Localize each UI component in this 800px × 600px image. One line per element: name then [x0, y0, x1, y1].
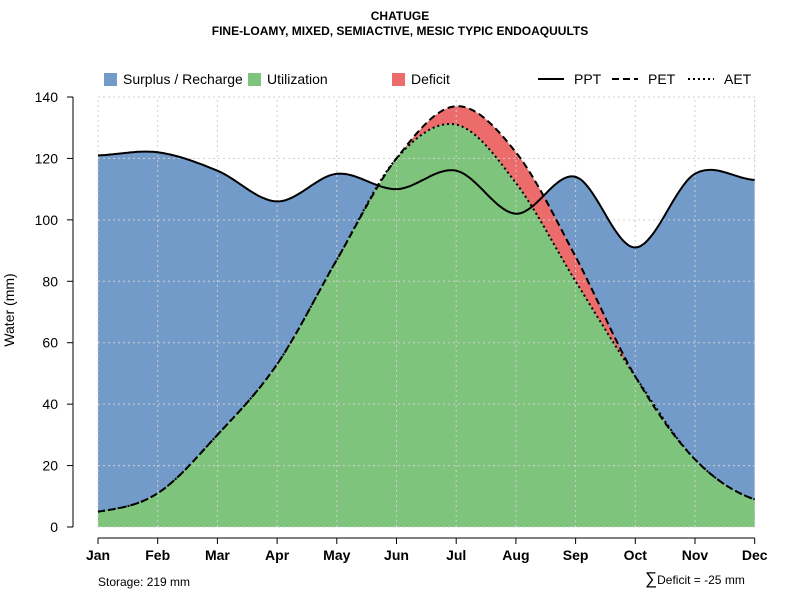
legend-swatch	[248, 73, 261, 86]
legend-swatch	[392, 73, 405, 86]
deficit-annotation: ∑Deficit = -25 mm	[645, 569, 745, 589]
background-above-ppt	[98, 97, 755, 248]
y-tick-label: 0	[50, 519, 58, 535]
y-tick-label: 60	[42, 335, 58, 351]
y-axis-label: Water (mm)	[1, 273, 17, 346]
x-tick-label: Feb	[145, 547, 170, 563]
chart-subtitle: FINE-LOAMY, MIXED, SEMIACTIVE, MESIC TYP…	[211, 24, 589, 38]
y-tick-label: 140	[35, 89, 59, 105]
x-tick-label: Nov	[682, 547, 709, 563]
x-tick-label: Jul	[446, 547, 466, 563]
x-tick-label: Jun	[384, 547, 409, 563]
legend-label: Deficit	[411, 71, 450, 87]
y-tick-label: 100	[35, 212, 59, 228]
x-tick-label: May	[323, 547, 350, 563]
legend-label: Utilization	[267, 71, 328, 87]
x-tick-label: Jan	[86, 547, 110, 563]
x-tick-label: Aug	[502, 547, 529, 563]
series-line-aet	[97, 123, 756, 513]
x-tick-label: Apr	[265, 547, 290, 563]
x-tick-label: Sep	[563, 547, 589, 563]
legend-label: PET	[648, 71, 676, 87]
series-line-pet	[97, 105, 756, 513]
series-line-ppt	[97, 150, 755, 249]
utilization-area	[98, 124, 755, 527]
x-tick-label: Dec	[742, 547, 768, 563]
legend-swatch	[104, 73, 117, 86]
legend-label: Surplus / Recharge	[123, 71, 243, 87]
legend-label: AET	[724, 71, 752, 87]
deficit-text: Deficit = -25 mm	[657, 573, 745, 587]
legend-label: PPT	[574, 71, 602, 87]
y-tick-label: 120	[35, 150, 59, 166]
x-tick-label: Oct	[624, 547, 648, 563]
storage-annotation: Storage: 219 mm	[98, 575, 191, 589]
y-tick-label: 80	[42, 273, 58, 289]
sigma-symbol: ∑	[645, 569, 658, 588]
chart-title: CHATUGE	[370, 9, 430, 23]
y-tick-label: 20	[42, 458, 58, 474]
y-tick-label: 40	[42, 396, 58, 412]
x-tick-label: Mar	[205, 547, 230, 563]
